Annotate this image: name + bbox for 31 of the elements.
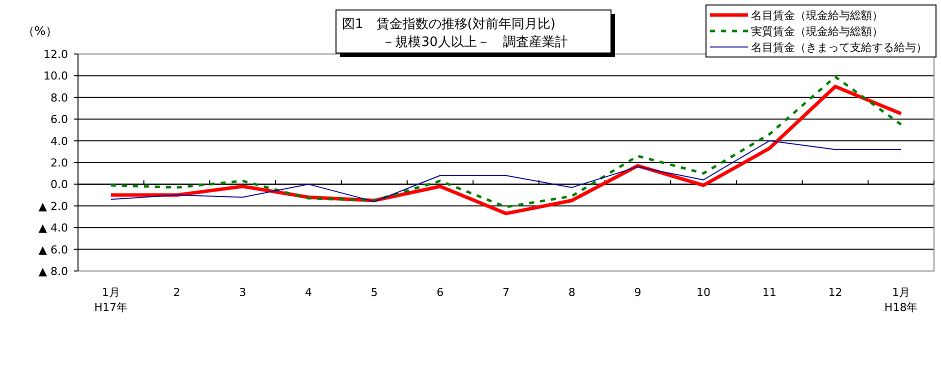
y-tick-label: 10.0 [44,70,68,83]
y-tick-label: ▲ 8.0 [38,265,68,278]
y-tick-label: 0.0 [50,178,68,192]
y-tick-label: ▲ 2.0 [38,200,68,213]
chart-title: 図1 賃金指数の推移(対前年同月比) [342,16,556,32]
x-tick-label: 10 [696,286,711,299]
x-tick-label: 8 [568,286,576,299]
x-tick-label: 5 [370,286,378,299]
x-tick-label: 4 [304,286,312,299]
legend-label: 名目賃金（きまって支給する給与） [751,41,927,54]
x-tick-label: 11 [762,286,776,299]
y-tick-label: ▲ 6.0 [38,243,68,256]
chart-subtitle: －規模30人以上－ 調査産業計 [382,34,568,50]
y-tick-label: ▲ 4.0 [38,222,68,235]
legend-label: 実質賃金（現金給与総額） [751,25,883,38]
title: 図1 賃金指数の推移(対前年同月比) －規模30人以上－ 調査産業計 [336,10,615,57]
legend-label: 名目賃金（現金給与総額） [751,9,883,22]
x-tick-label: 2 [173,286,180,299]
x-tick-label: 12 [828,286,842,299]
y-tick-label: 4.0 [50,134,68,148]
x-tick-label: 9 [634,286,642,299]
x-tick-label: 6 [436,286,444,299]
y-tick-label: 12.0 [44,48,68,61]
y-tick-label: 2.0 [50,156,68,170]
y-axis-title: （%） [22,24,58,38]
x-tick-label: 7 [502,286,510,299]
y-tick-label: 8.0 [50,91,68,104]
x-tick-label: 1月 H18年 [884,286,918,314]
y-tick-label: 6.0 [50,113,68,126]
x-tick-label: 1月 H17年 [94,286,128,314]
x-tick-label: 3 [239,286,246,299]
